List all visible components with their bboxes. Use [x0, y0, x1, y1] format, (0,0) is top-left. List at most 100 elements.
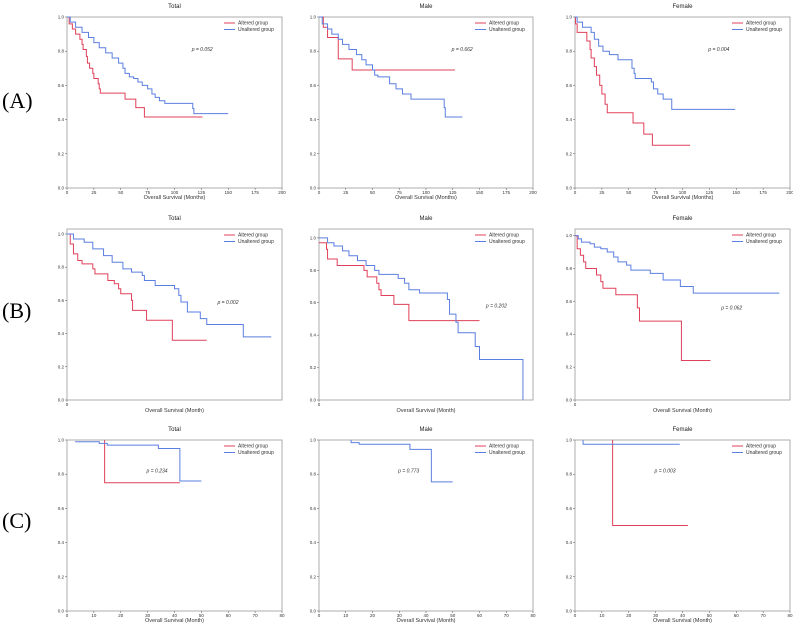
- legend-label-altered: Altered group: [238, 233, 268, 239]
- x-tick-label: 175: [251, 190, 259, 195]
- y-tick-label: 0.4: [310, 540, 317, 545]
- x-axis-label: Overall Survival (Month): [397, 618, 456, 624]
- plot-frame: [66, 228, 283, 401]
- chart-title: Female: [672, 216, 693, 222]
- x-tick-label: 20: [370, 613, 376, 618]
- x-tick-label: 0: [66, 190, 69, 195]
- y-tick-label: 0.8: [310, 472, 317, 477]
- x-tick-label: 0: [318, 402, 321, 407]
- y-tick-label: 0.2: [566, 574, 573, 579]
- plot-frame: [318, 439, 534, 612]
- x-tick-label: 200: [529, 190, 537, 195]
- y-tick-label: 0.6: [58, 506, 65, 511]
- km-panel-female-0: Female 0.0 0.2 0.4 0.6 0.8 1.0 0 25 50 75 100 125 150…: [566, 4, 793, 201]
- y-tick-label: 0.8: [58, 472, 65, 477]
- legend-label-unaltered: Unaltered group: [489, 450, 525, 456]
- unaltered-group-curve: [582, 440, 680, 445]
- x-tick-label: 75: [145, 190, 151, 195]
- y-tick-label: 0.0: [566, 186, 573, 191]
- unaltered-group-curve: [319, 16, 463, 118]
- x-axis-label: Overall Survival (Month): [397, 408, 456, 414]
- chart-title: Female: [672, 4, 693, 10]
- chart-title: Total: [168, 427, 181, 433]
- x-tick-label: 10: [91, 613, 97, 618]
- x-axis-label: Overall Survival (Months): [144, 195, 206, 201]
- x-tick-label: 10: [599, 613, 605, 618]
- y-tick-label: 0.0: [58, 609, 65, 614]
- y-tick-label: 0.0: [58, 186, 65, 191]
- x-tick-label: 25: [91, 190, 97, 195]
- legend-label-unaltered: Unaltered group: [746, 450, 782, 456]
- x-tick-label: 175: [502, 190, 510, 195]
- p-value-annotation: p = 0.002: [217, 300, 239, 306]
- x-tick-label: 30: [145, 613, 151, 618]
- y-tick-label: 0.2: [310, 151, 317, 156]
- x-tick-label: 0: [66, 402, 69, 407]
- x-tick-label: 60: [226, 613, 232, 618]
- y-tick-label: 1.0: [566, 233, 573, 238]
- y-tick-label: 0.0: [310, 398, 317, 403]
- p-value-annotation: p = 0.052: [191, 47, 213, 53]
- chart-title: Total: [168, 216, 181, 222]
- legend-label-unaltered: Unaltered group: [746, 239, 782, 245]
- altered-group-curve: [67, 16, 203, 118]
- x-tick-label: 70: [253, 613, 259, 618]
- legend-label-unaltered: Unaltered group: [238, 27, 274, 33]
- x-tick-label: 80: [279, 613, 285, 618]
- x-tick-label: 150: [476, 190, 484, 195]
- x-tick-label: 150: [224, 190, 232, 195]
- x-tick-label: 40: [172, 613, 178, 618]
- y-tick-label: 0.2: [566, 365, 573, 370]
- y-tick-label: 0.0: [566, 609, 573, 614]
- y-tick-label: 0.0: [310, 186, 317, 191]
- x-tick-label: 75: [397, 190, 403, 195]
- chart-title: Female: [672, 427, 693, 433]
- x-tick-label: 25: [343, 190, 349, 195]
- y-tick-label: 0.8: [310, 268, 317, 273]
- chart-title: Total: [168, 4, 181, 10]
- p-value-annotation: p = 0.003: [654, 468, 676, 474]
- p-value-annotation: p = 0.202: [485, 304, 507, 310]
- legend-label-unaltered: Unaltered group: [238, 239, 274, 245]
- x-tick-label: 0: [66, 613, 69, 618]
- unaltered-group-curve: [67, 16, 229, 115]
- unaltered-group-curve: [350, 440, 453, 483]
- p-value-annotation: p = 0.773: [397, 468, 419, 474]
- x-tick-label: 100: [679, 190, 687, 195]
- x-axis-label: Overall Survival (Months): [395, 195, 457, 201]
- y-tick-label: 1.0: [310, 438, 317, 443]
- x-tick-label: 75: [653, 190, 659, 195]
- x-tick-label: 50: [626, 190, 632, 195]
- altered-group-curve: [104, 440, 180, 484]
- legend-label-altered: Altered group: [746, 233, 776, 239]
- legend-label-unaltered: Unaltered group: [489, 239, 525, 245]
- x-tick-label: 80: [787, 613, 793, 618]
- y-tick-label: 0.4: [58, 117, 65, 122]
- p-value-annotation: p = 0.062: [720, 305, 742, 311]
- p-value-annotation: p = 0.004: [707, 47, 729, 53]
- unaltered-group-curve: [575, 235, 780, 294]
- x-axis-label: Overall Survival (Month): [653, 618, 712, 624]
- legend-label-unaltered: Unaltered group: [746, 27, 782, 33]
- x-tick-label: 70: [504, 613, 510, 618]
- y-tick-label: 1.0: [58, 231, 65, 236]
- y-tick-label: 0.6: [310, 83, 317, 88]
- km-panel-female-1: Female 0.0 0.2 0.4 0.6 0.8 1.0 0 Overall Surviva…: [566, 216, 791, 414]
- y-tick-label: 1.0: [58, 15, 65, 20]
- chart-title: Male: [419, 427, 433, 433]
- legend-label-altered: Altered group: [746, 21, 776, 27]
- legend-label-altered: Altered group: [489, 233, 519, 239]
- x-tick-label: 80: [530, 613, 536, 618]
- unaltered-group-curve: [319, 237, 524, 400]
- x-tick-label: 60: [477, 613, 483, 618]
- x-tick-label: 125: [706, 190, 714, 195]
- x-tick-label: 0: [318, 613, 321, 618]
- y-tick-label: 1.0: [310, 15, 317, 20]
- x-tick-label: 200: [786, 190, 793, 195]
- x-tick-label: 0: [574, 190, 577, 195]
- chart-title: Male: [419, 216, 433, 222]
- km-panel-male-0: Male 0.0 0.2 0.4 0.6 0.8 1.0 0 25 50 75 100 125 150 17…: [310, 4, 538, 201]
- altered-group-curve: [67, 233, 207, 341]
- altered-group-curve: [575, 16, 691, 146]
